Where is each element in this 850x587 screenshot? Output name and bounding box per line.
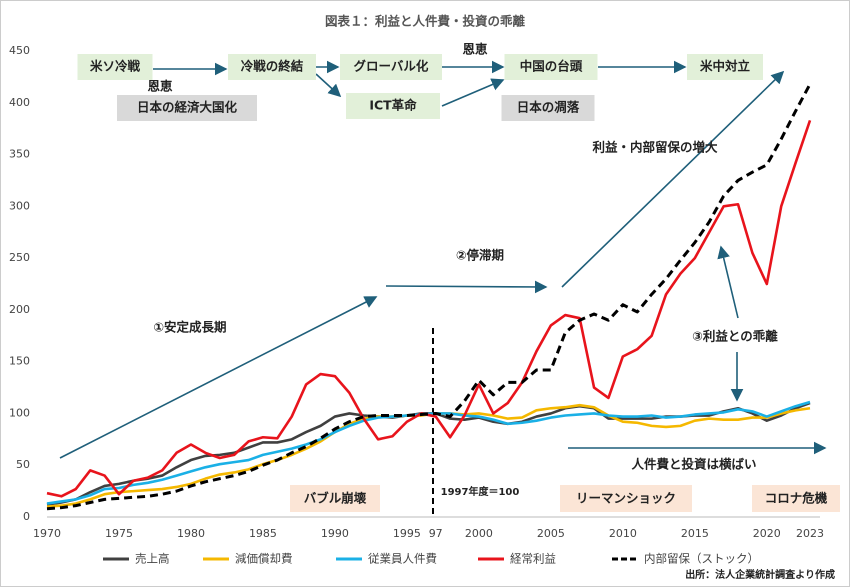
y-tick-label: 450 [9,44,30,57]
y-tick-label: 100 [9,406,30,419]
timeline-box [504,54,598,80]
note: 人件費と投資は横ばい [631,457,756,472]
y-tick-label: 200 [9,303,30,316]
timeline-label: 米中対立 [699,59,751,74]
y-tick-label: 50 [16,458,30,471]
x-tick-label: 2015 [681,527,709,540]
x-tick-label: 1990 [321,527,349,540]
event-label: バブル崩壊 [304,491,367,506]
timeline-label: 日本の凋落 [517,100,580,115]
event-label: リーマンショック [576,491,676,506]
legend-label: 従業員人件費 [368,552,437,566]
y-tick-label: 300 [9,199,30,212]
timeline-box [346,93,440,119]
note: 利益・内部留保の増大 [592,140,718,155]
timeline-label: 日本の経済大国化 [137,100,238,115]
timeline-box [117,95,257,121]
timeline-label: 米ソ冷戦 [89,59,141,74]
arrows [59,60,827,517]
x-tick-label: 2023 [796,527,824,540]
series-line [46,119,812,498]
y-tick-label: 350 [9,148,30,161]
y-tick-label: 400 [9,96,30,109]
note: ②停滞期 [456,248,504,263]
timeline-label: 中国の台頭 [520,59,583,74]
legend-label: 減価償却費 [235,552,293,566]
timeline-label: 恩恵 [462,42,488,57]
timeline-box [501,95,595,121]
legend-label: 内部留保（ストック） [644,552,759,566]
timeline-box [687,54,763,80]
x-tick-label: 2000 [465,527,493,540]
x-tick-label: 1995 [393,527,421,540]
legend-label: 経常利益 [510,552,556,566]
x-tick-label: 2005 [537,527,565,540]
timeline-label: ICT革命 [369,98,417,113]
chart-title: 図表１：利益と人件費・投資の乖離 [325,14,526,29]
x-tick-label: 1970 [33,527,61,540]
x-tick-label: 1980 [177,527,205,540]
event-box [290,485,380,512]
timeline-box [77,54,153,80]
event-box [752,485,840,512]
source: 出所：法人企業統計調査より作成 [685,568,835,581]
timeline-label: 冷戦の終結 [241,59,304,74]
note: ①安定成長期 [153,320,226,335]
note: 1997年度＝100 [441,485,520,498]
x-tick-label: 1975 [105,527,133,540]
note: ③利益との乖離 [692,329,778,344]
event-box [560,485,692,512]
legend-label: 売上高 [135,552,170,566]
y-tick-label: 150 [9,355,30,368]
y-tick-label: 250 [9,251,30,264]
timeline-label: グローバル化 [354,59,429,74]
x-tick-label: 97 [429,527,443,540]
timeline-box [340,54,442,80]
timeline-label: 恩恵 [147,79,173,94]
x-tick-label: 2010 [609,527,637,540]
event-label: コロナ危機 [765,491,828,506]
x-tick-label: 2020 [753,527,781,540]
y-tick-label: 0 [23,510,30,523]
timeline-box [228,54,316,80]
x-tick-label: 1985 [249,527,277,540]
